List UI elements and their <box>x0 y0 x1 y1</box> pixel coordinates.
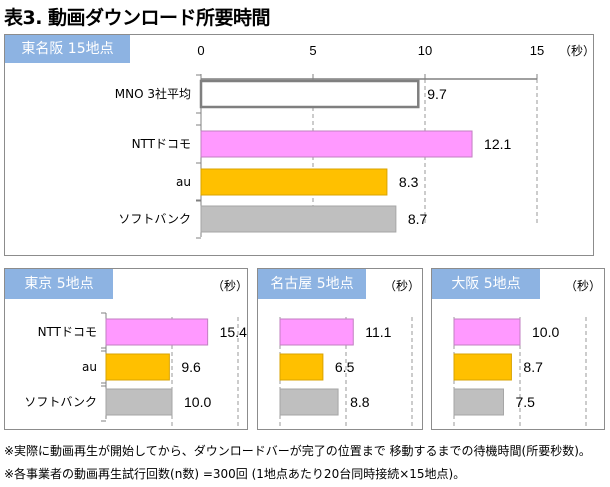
chart-nagoya: 11.1 6.5 8.8 <box>279 317 413 427</box>
bar-average <box>199 79 420 109</box>
footnotes: ※実際に動画再生が開始してから、ダウンロードバーが完了の位置まで 移動するまでの… <box>4 440 591 486</box>
unit-label: （秒） <box>559 44 596 58</box>
bar-softbank <box>105 388 173 416</box>
data-label: 8.3 <box>399 174 419 190</box>
data-label: 8.7 <box>523 359 543 375</box>
chart-osaka: 10.0 8.7 7.5 <box>453 317 587 427</box>
data-label: 9.6 <box>181 359 201 375</box>
category-label: au <box>82 360 97 374</box>
bar-docomo <box>453 318 521 346</box>
x-tick-label: 15 <box>530 43 544 58</box>
footnote: ※実際に動画再生が開始してから、ダウンロードバーが完了の位置まで 移動するまでの… <box>4 444 591 458</box>
bar-au <box>279 353 324 381</box>
category-label: MNO 3社平均 <box>115 86 191 101</box>
unit-label: （秒） <box>384 279 421 293</box>
chart-tomeihan: 0 5 10 15 MNO 3社平均 9.7 NTTドコモ 12.1 au 8.3 ソフトバンク 8.… <box>115 43 544 239</box>
bar-au <box>200 168 388 196</box>
bar-au <box>105 353 170 381</box>
data-label: 12.1 <box>484 136 511 152</box>
region-label-osaka: 大阪 5地点 <box>432 269 540 299</box>
region-label-nagoya: 名古屋 5地点 <box>258 269 366 299</box>
x-tick-label: 10 <box>418 43 432 58</box>
data-label: 9.7 <box>427 86 447 102</box>
bar-softbank <box>279 388 339 416</box>
bar-docomo <box>279 318 354 346</box>
footnote: ※各事業者の動画再生試行回数(n数) =300回 (1地点あたり20台同時接続×… <box>4 467 466 481</box>
data-label: 6.5 <box>335 359 355 375</box>
chart-panel-osaka: 大阪 5地点 （秒） 10.0 8.7 7.5 <box>431 268 605 430</box>
chart-tokyo: NTTドコモ 15.4 au 9.6 ソフトバンク 10.0 <box>24 312 247 427</box>
category-label: au <box>176 175 191 189</box>
category-label: ソフトバンク <box>118 212 191 226</box>
bar-docomo <box>200 130 473 158</box>
unit-label: （秒） <box>212 279 249 293</box>
category-label: NTTドコモ <box>38 325 97 339</box>
bar-au <box>453 353 512 381</box>
data-label: 11.1 <box>365 324 391 340</box>
x-tick-label: 0 <box>197 43 204 58</box>
data-label: 8.7 <box>408 211 428 227</box>
chart-panel-tokyo: 東京 5地点 （秒） NTTドコモ 15.4 au 9.6 ソフトバンク 10.0 <box>4 268 248 430</box>
unit-label: （秒） <box>565 279 602 293</box>
chart-panel-tomeihan: 東名阪 15地点 （秒） 0 5 10 15 MNO 3社平均 9.7 NTTドコモ 12.1… <box>4 34 596 256</box>
category-label: ソフトバンク <box>24 395 97 409</box>
data-label: 10.0 <box>184 394 211 410</box>
data-label: 7.5 <box>516 394 536 410</box>
data-label: 8.8 <box>350 394 370 410</box>
bar-softbank <box>453 388 504 416</box>
data-label: 10.0 <box>532 324 559 340</box>
bar-softbank <box>200 205 397 233</box>
table-title: 表3. 動画ダウンロード所要時間 <box>4 7 271 29</box>
x-tick-label: 5 <box>309 43 316 58</box>
category-label: NTTドコモ <box>132 137 191 151</box>
chart-panel-nagoya: 名古屋 5地点 （秒） 11.1 6.5 8.8 <box>257 268 423 430</box>
region-label-tokyo: 東京 5地点 <box>5 269 113 299</box>
bar-docomo <box>105 318 209 346</box>
region-label-tomeihan: 東名阪 15地点 <box>5 35 130 63</box>
data-label: 15.4 <box>220 324 247 340</box>
